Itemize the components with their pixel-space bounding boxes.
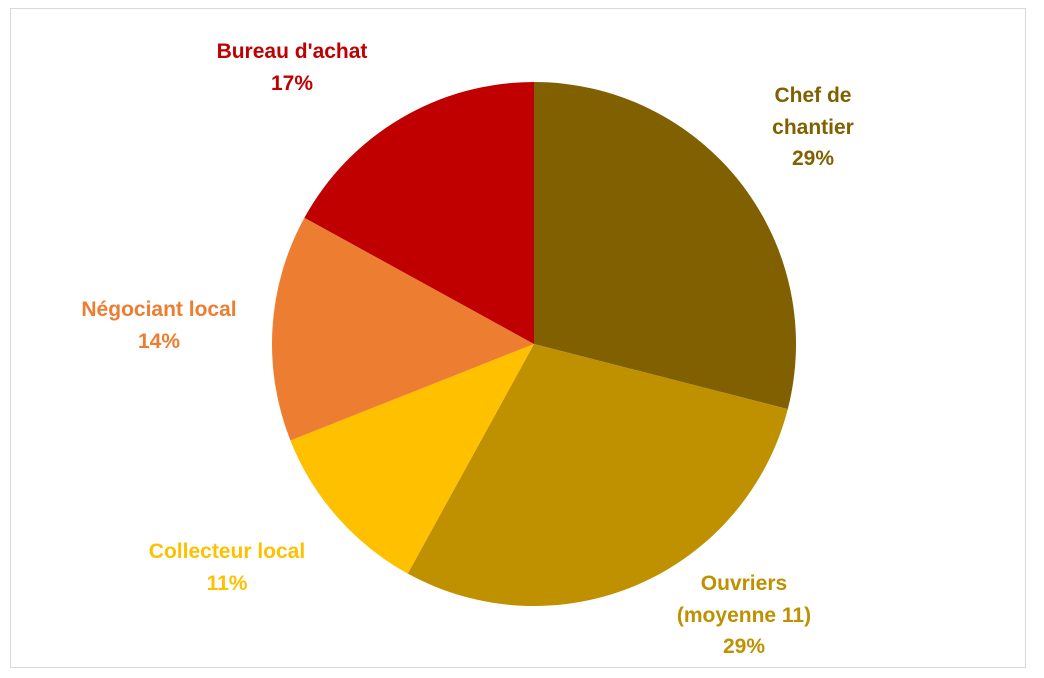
slice-label-collecteur-local: Collecteur local 11%	[122, 536, 332, 599]
slice-label-negociant-local: Négociant local 14%	[54, 294, 264, 357]
slice-name-ouvriers-line1: Ouvriers	[700, 572, 788, 595]
pie-slice-ouvriers-moyenne-11	[407, 344, 788, 606]
slice-percent-collecteur-local: 11%	[206, 571, 248, 595]
slice-name-ouvriers-line2: (moyenne 11)	[676, 603, 812, 627]
slice-name-chef-de-chantier-line1: Chef de	[774, 84, 852, 107]
slice-name-chef-de-chantier-line2: chantier	[772, 115, 854, 139]
slice-percent-ouvriers: 29%	[722, 635, 766, 658]
pie-slice-chef-de-chantier	[534, 82, 796, 410]
slice-label-ouvriers: Ouvriers (moyenne 11) 29%	[644, 568, 844, 663]
slice-percent-negociant-local: 14%	[137, 329, 181, 353]
pie-slice-bureau-d-achat	[304, 81, 534, 344]
pie-slice-collecteur-local	[290, 344, 534, 574]
slice-name-bureau-dachat: Bureau d'achat	[216, 40, 368, 63]
slice-name-negociant-local: Négociant local	[81, 298, 237, 321]
pie-slice-negociant-local	[272, 217, 534, 441]
slice-percent-chef-de-chantier: 29%	[791, 147, 835, 170]
slice-label-chef-de-chantier: Chef de chantier 29%	[748, 80, 878, 175]
slice-label-bureau-dachat: Bureau d'achat 17%	[192, 36, 392, 99]
slice-percent-bureau-dachat: 17%	[270, 71, 314, 95]
slice-name-collecteur-local: Collecteur local	[148, 540, 306, 563]
